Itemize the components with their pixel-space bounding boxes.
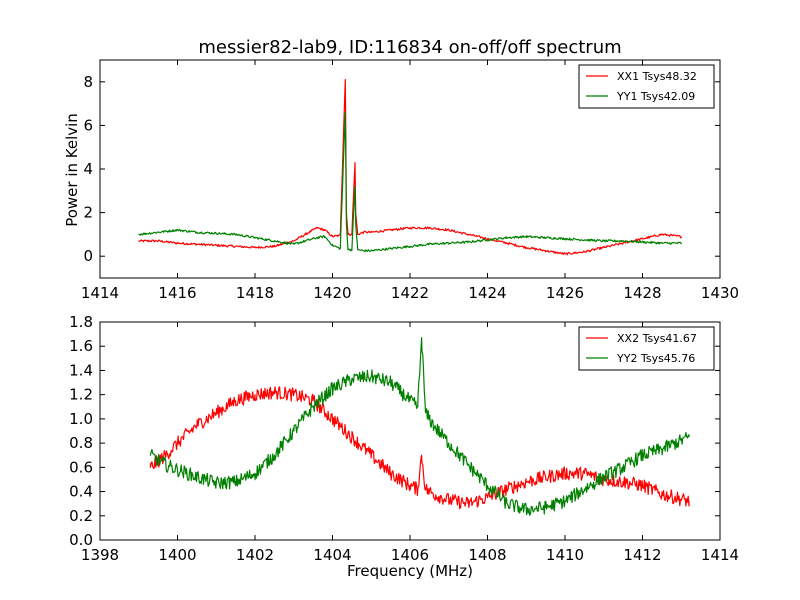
top-y-tick-label: 8 bbox=[83, 73, 93, 91]
bottom-y-tick-label: 1.4 bbox=[69, 361, 93, 379]
top-y-tick-label: 2 bbox=[83, 204, 93, 222]
bottom-plot-legend-box bbox=[578, 326, 715, 371]
top-plot: messier82-lab9, ID:116834 on-off/off spe… bbox=[63, 37, 739, 302]
bottom-plot-ticks: 1398 1400 1402 1404 1406 1408 1410 1412 1414 0.0 0… bbox=[69, 313, 739, 564]
bottom-y-tick-label: 1.2 bbox=[69, 386, 93, 404]
top-x-tick-label: 1426 bbox=[546, 284, 584, 302]
top-series-line-2 bbox=[138, 111, 682, 253]
legend-label-yy1: YY1 Tsys42.09 bbox=[616, 90, 695, 103]
legend-label-xx2: XX2 Tsys41.67 bbox=[617, 332, 697, 345]
top-plot-title: messier82-lab9, ID:116834 on-off/off spe… bbox=[198, 37, 621, 58]
top-x-tick-label: 1420 bbox=[313, 284, 351, 302]
bottom-x-tick-label: 1404 bbox=[313, 546, 351, 564]
bottom-plot-x-axis-label: Frequency (MHz) bbox=[347, 562, 473, 580]
top-plot-series bbox=[138, 79, 682, 256]
top-x-tick-label: 1428 bbox=[623, 284, 661, 302]
bottom-y-tick-label: 0.4 bbox=[69, 483, 93, 501]
top-y-tick-label: 4 bbox=[83, 160, 93, 178]
bottom-x-tick-label: 1410 bbox=[546, 546, 584, 564]
top-x-tick-label: 1430 bbox=[701, 284, 739, 302]
top-series-line-1 bbox=[138, 79, 682, 256]
top-plot-ticks: 1414 1416 1418 1420 1422 1424 1426 1428 1430 0 2 4 6… bbox=[81, 60, 739, 302]
bottom-y-tick-label: 0.2 bbox=[69, 507, 93, 525]
bottom-x-tick-label: 1414 bbox=[701, 546, 739, 564]
top-plot-legend: XX1 Tsys48.32 YY1 Tsys42.09 bbox=[578, 64, 715, 109]
bottom-plot-legend: XX2 Tsys41.67 YY2 Tsys45.76 bbox=[578, 326, 715, 371]
top-x-tick-label: 1414 bbox=[81, 284, 119, 302]
bottom-plot: Frequency (MHz) 1398 1400 1402 1404 1406 1408… bbox=[69, 313, 739, 580]
bottom-plot-series bbox=[149, 337, 690, 516]
bottom-y-tick-label: 0.6 bbox=[69, 458, 93, 476]
bottom-x-tick-label: 1400 bbox=[158, 546, 196, 564]
bottom-x-tick-label: 1408 bbox=[468, 546, 506, 564]
top-x-tick-label: 1418 bbox=[236, 284, 274, 302]
top-plot-y-axis-label: Power in Kelvin bbox=[63, 113, 81, 227]
bottom-x-tick-label: 1402 bbox=[236, 546, 274, 564]
bottom-x-tick-label: 1398 bbox=[81, 546, 119, 564]
bottom-series-line-2 bbox=[149, 337, 690, 516]
bottom-y-tick-label: 1.8 bbox=[69, 313, 93, 331]
bottom-x-tick-label: 1412 bbox=[623, 546, 661, 564]
bottom-y-tick-label: 1.0 bbox=[69, 410, 93, 428]
top-plot-frame bbox=[99, 59, 721, 279]
bottom-y-tick-label: 0.8 bbox=[69, 434, 93, 452]
bottom-x-tick-label: 1406 bbox=[391, 546, 429, 564]
top-plot-legend-box bbox=[578, 64, 715, 109]
top-x-tick-label: 1422 bbox=[391, 284, 429, 302]
bottom-y-tick-label: 1.6 bbox=[69, 337, 93, 355]
bottom-plot-frame bbox=[99, 321, 721, 541]
top-x-tick-label: 1424 bbox=[468, 284, 506, 302]
top-y-tick-label: 6 bbox=[83, 116, 93, 134]
top-y-tick-label: 0 bbox=[83, 247, 93, 265]
legend-label-yy2: YY2 Tsys45.76 bbox=[616, 352, 695, 365]
top-x-tick-label: 1416 bbox=[158, 284, 196, 302]
legend-label-xx1: XX1 Tsys48.32 bbox=[617, 70, 697, 83]
bottom-y-tick-label: 0.0 bbox=[69, 531, 93, 549]
